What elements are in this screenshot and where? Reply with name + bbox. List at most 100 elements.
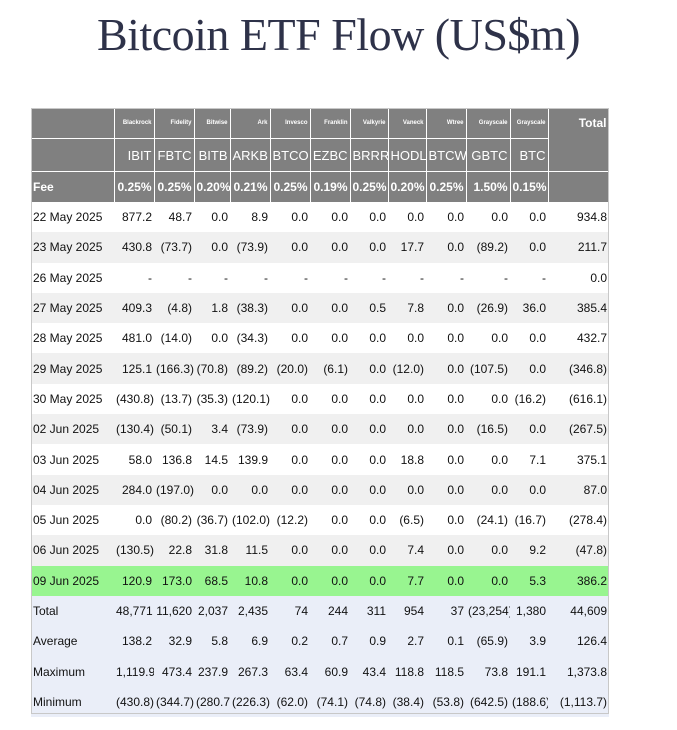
ticker-header: BITB (194, 138, 231, 172)
flow-cell: - (388, 262, 426, 293)
flow-cell: 0.0 (194, 202, 230, 233)
header-corner (31, 108, 115, 139)
row-total: 386.2 (548, 565, 609, 596)
flow-cell: 0.0 (350, 565, 388, 596)
summary-cell: 32.9 (154, 626, 194, 657)
summary-cell: 2.7 (388, 626, 426, 657)
flow-cell: 0.0 (270, 323, 310, 354)
flow-cell: - (426, 262, 466, 293)
flow-cell: 0.0 (426, 474, 466, 505)
summary-total: 44,609 (548, 595, 609, 627)
summary-cell: (74.1) (310, 686, 350, 718)
page-title: Bitcoin ETF Flow (US$m) (96, 9, 581, 60)
row-total: (278.4) (548, 504, 609, 536)
total-header: Total (548, 108, 610, 172)
flow-cell: 877.2 (114, 202, 154, 233)
flow-cell: 1.8 (194, 292, 230, 324)
flow-cell: 0.0 (114, 504, 154, 536)
fee-cell: 0.25% (154, 171, 195, 202)
summary-cell: 473.4 (154, 656, 194, 687)
flow-cell: 125.1 (114, 353, 154, 384)
flow-cell: 0.0 (466, 383, 510, 415)
summary-cell: 2,435 (230, 595, 270, 627)
issuer-header: Fidelity (154, 108, 195, 139)
flow-cell: (12.0) (388, 353, 426, 384)
flow-cell: 31.8 (194, 535, 230, 566)
flow-cell: (89.2) (466, 232, 510, 263)
fee-cell: 0.25% (270, 171, 311, 202)
flow-cell: (35.3) (194, 383, 230, 415)
flow-cell: 0.0 (194, 474, 230, 505)
summary-total: 126.4 (548, 626, 609, 657)
summary-cell: 73.8 (466, 656, 510, 687)
ticker-header: ARKB (230, 138, 271, 172)
summary-cell: (344.7) (154, 686, 194, 718)
flow-cell: 0.0 (510, 323, 548, 354)
flow-cell: 7.8 (388, 292, 426, 324)
summary-cell: (62.0) (270, 686, 310, 718)
row-total: (47.8) (548, 535, 609, 566)
table-row: 26 May 2025- - - - - - - - - - -0.0 (31, 262, 609, 293)
row-total: 211.7 (548, 232, 609, 263)
flow-cell: (73.9) (230, 232, 270, 263)
row-total: 385.4 (548, 292, 609, 324)
ticker-header: BTCO (270, 138, 311, 172)
flow-cell: 0.0 (230, 474, 270, 505)
flow-cell: (70.8) (194, 353, 230, 384)
summary-row: Total 48,771 11,620 2,037 2,435 74 244 311 954 37… (31, 595, 609, 627)
summary-cell: 6.9 (230, 626, 270, 657)
row-date: 09 Jun 2025 (31, 565, 114, 596)
row-date: 03 Jun 2025 (31, 444, 114, 475)
flow-cell: (14.0) (154, 323, 194, 354)
summary-cell: 244 (310, 595, 350, 627)
flow-cell: - (350, 262, 388, 293)
row-date: 26 May 2025 (31, 262, 114, 293)
summary-cell: 60.9 (310, 656, 350, 687)
summary-cell: 43.4 (350, 656, 388, 687)
header-fee-row: Fee 0.25% 0.25% 0.20% 0.21% 0.25% 0.19% 0.25% 0.… (31, 171, 610, 202)
flow-cell: 17.7 (388, 232, 426, 263)
flow-cell: (89.2) (230, 353, 270, 384)
summary-cell: 5.8 (194, 626, 230, 657)
summary-cell: 48,771 (114, 595, 154, 627)
issuer-header: Grayscale (466, 108, 511, 139)
row-total: 0.0 (548, 262, 609, 293)
summary-cell: 3.9 (510, 626, 548, 657)
flow-cell: 7.1 (510, 444, 548, 475)
fee-total-blank (548, 171, 610, 202)
flow-cell: 48.7 (154, 202, 194, 233)
summary-cell: 118.8 (388, 656, 426, 687)
summary-cell: 191.1 (510, 656, 548, 687)
flow-cell: 0.0 (388, 202, 426, 233)
row-date: 05 Jun 2025 (31, 504, 114, 536)
flow-cell: 0.0 (310, 292, 350, 324)
fee-cell: 0.21% (230, 171, 271, 202)
flow-cell: 120.9 (114, 565, 154, 596)
flow-cell: (130.5) (114, 535, 154, 566)
flow-cell: (197.0) (154, 474, 194, 505)
flow-cell: - (466, 262, 510, 293)
flow-cell: 0.0 (310, 565, 350, 596)
table-row: 09 Jun 2025 120.9 173.0 68.5 10.8 0.0 0.0 0.0 7.… (31, 565, 609, 596)
flow-cell: (430.8) (114, 383, 154, 415)
flow-cell: - (510, 262, 548, 293)
flow-cell: (4.8) (154, 292, 194, 324)
summary-label: Minimum (31, 686, 114, 718)
flow-cell: (73.7) (154, 232, 194, 263)
flow-cell: 0.0 (310, 535, 350, 566)
flow-cell: 0.0 (270, 202, 310, 233)
issuer-header: Grayscale (510, 108, 549, 139)
flow-cell: (120.1) (230, 383, 270, 415)
issuer-header: Franklin (310, 108, 351, 139)
flow-cell: 0.0 (426, 535, 466, 566)
row-total: (346.8) (548, 353, 609, 384)
summary-total: 1,373.8 (548, 656, 609, 687)
summary-cell: 0.7 (310, 626, 350, 657)
row-total: (616.1) (548, 383, 609, 415)
row-date: 27 May 2025 (31, 292, 114, 324)
flow-cell: (12.2) (270, 504, 310, 536)
flow-cell: 68.5 (194, 565, 230, 596)
flow-cell: 22.8 (154, 535, 194, 566)
table-row: 05 Jun 2025 0.0 (80.2) (36.7) (102.0) (12.2) 0… (31, 504, 609, 536)
fee-cell: 0.15% (510, 171, 549, 202)
